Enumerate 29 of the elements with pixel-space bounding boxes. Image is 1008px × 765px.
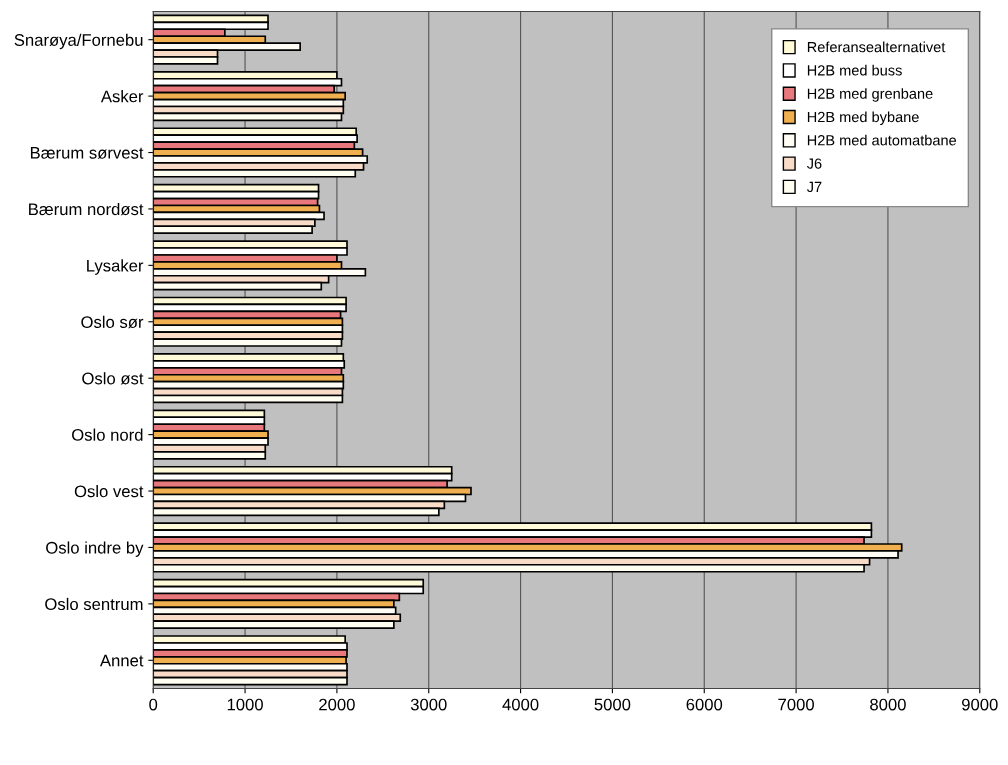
legend-label: H2B med grenbane xyxy=(807,88,933,102)
legend-label: H2B med bybane xyxy=(807,111,919,126)
x-tick-label: 0 xyxy=(149,698,158,711)
legend-label: J7 xyxy=(806,181,822,193)
y-tick-label: Oslo indre by xyxy=(46,541,144,557)
x-tick-label: 1000 xyxy=(227,698,263,711)
y-tick-label: Oslo vest xyxy=(74,485,144,498)
x-tick-label: 9000 xyxy=(962,698,998,711)
y-tick-label: Asker xyxy=(100,90,144,103)
legend-label: H2B med buss xyxy=(807,64,902,76)
x-tick-label: 6000 xyxy=(686,698,723,711)
x-tick-label: 8000 xyxy=(870,698,906,711)
y-tick-label: Snarøya/Fornebu xyxy=(14,33,143,50)
legend-label: Referansealternativet xyxy=(807,41,946,53)
x-tick-label: 2000 xyxy=(319,698,355,711)
x-tick-label: 3000 xyxy=(410,698,447,711)
y-tick-label: Oslo nord xyxy=(72,428,143,441)
y-tick-label: Oslo sør xyxy=(81,315,144,329)
y-tick-label: Annet xyxy=(99,654,144,667)
y-tick-label: Oslo øst xyxy=(82,372,144,385)
y-tick-label: Bærum sørvest xyxy=(30,147,144,159)
y-tick-label: Bærum nordøst xyxy=(29,202,144,216)
x-tick-label: 4000 xyxy=(502,698,539,711)
legend-label: J6 xyxy=(806,158,822,169)
x-tick-label: 7000 xyxy=(778,698,814,711)
y-tick-label: Lysaker xyxy=(87,259,144,275)
y-tick-label: Oslo sentrum xyxy=(45,597,143,611)
legend-label: H2B med automatbane xyxy=(807,134,957,146)
x-tick-label: 5000 xyxy=(594,698,631,711)
